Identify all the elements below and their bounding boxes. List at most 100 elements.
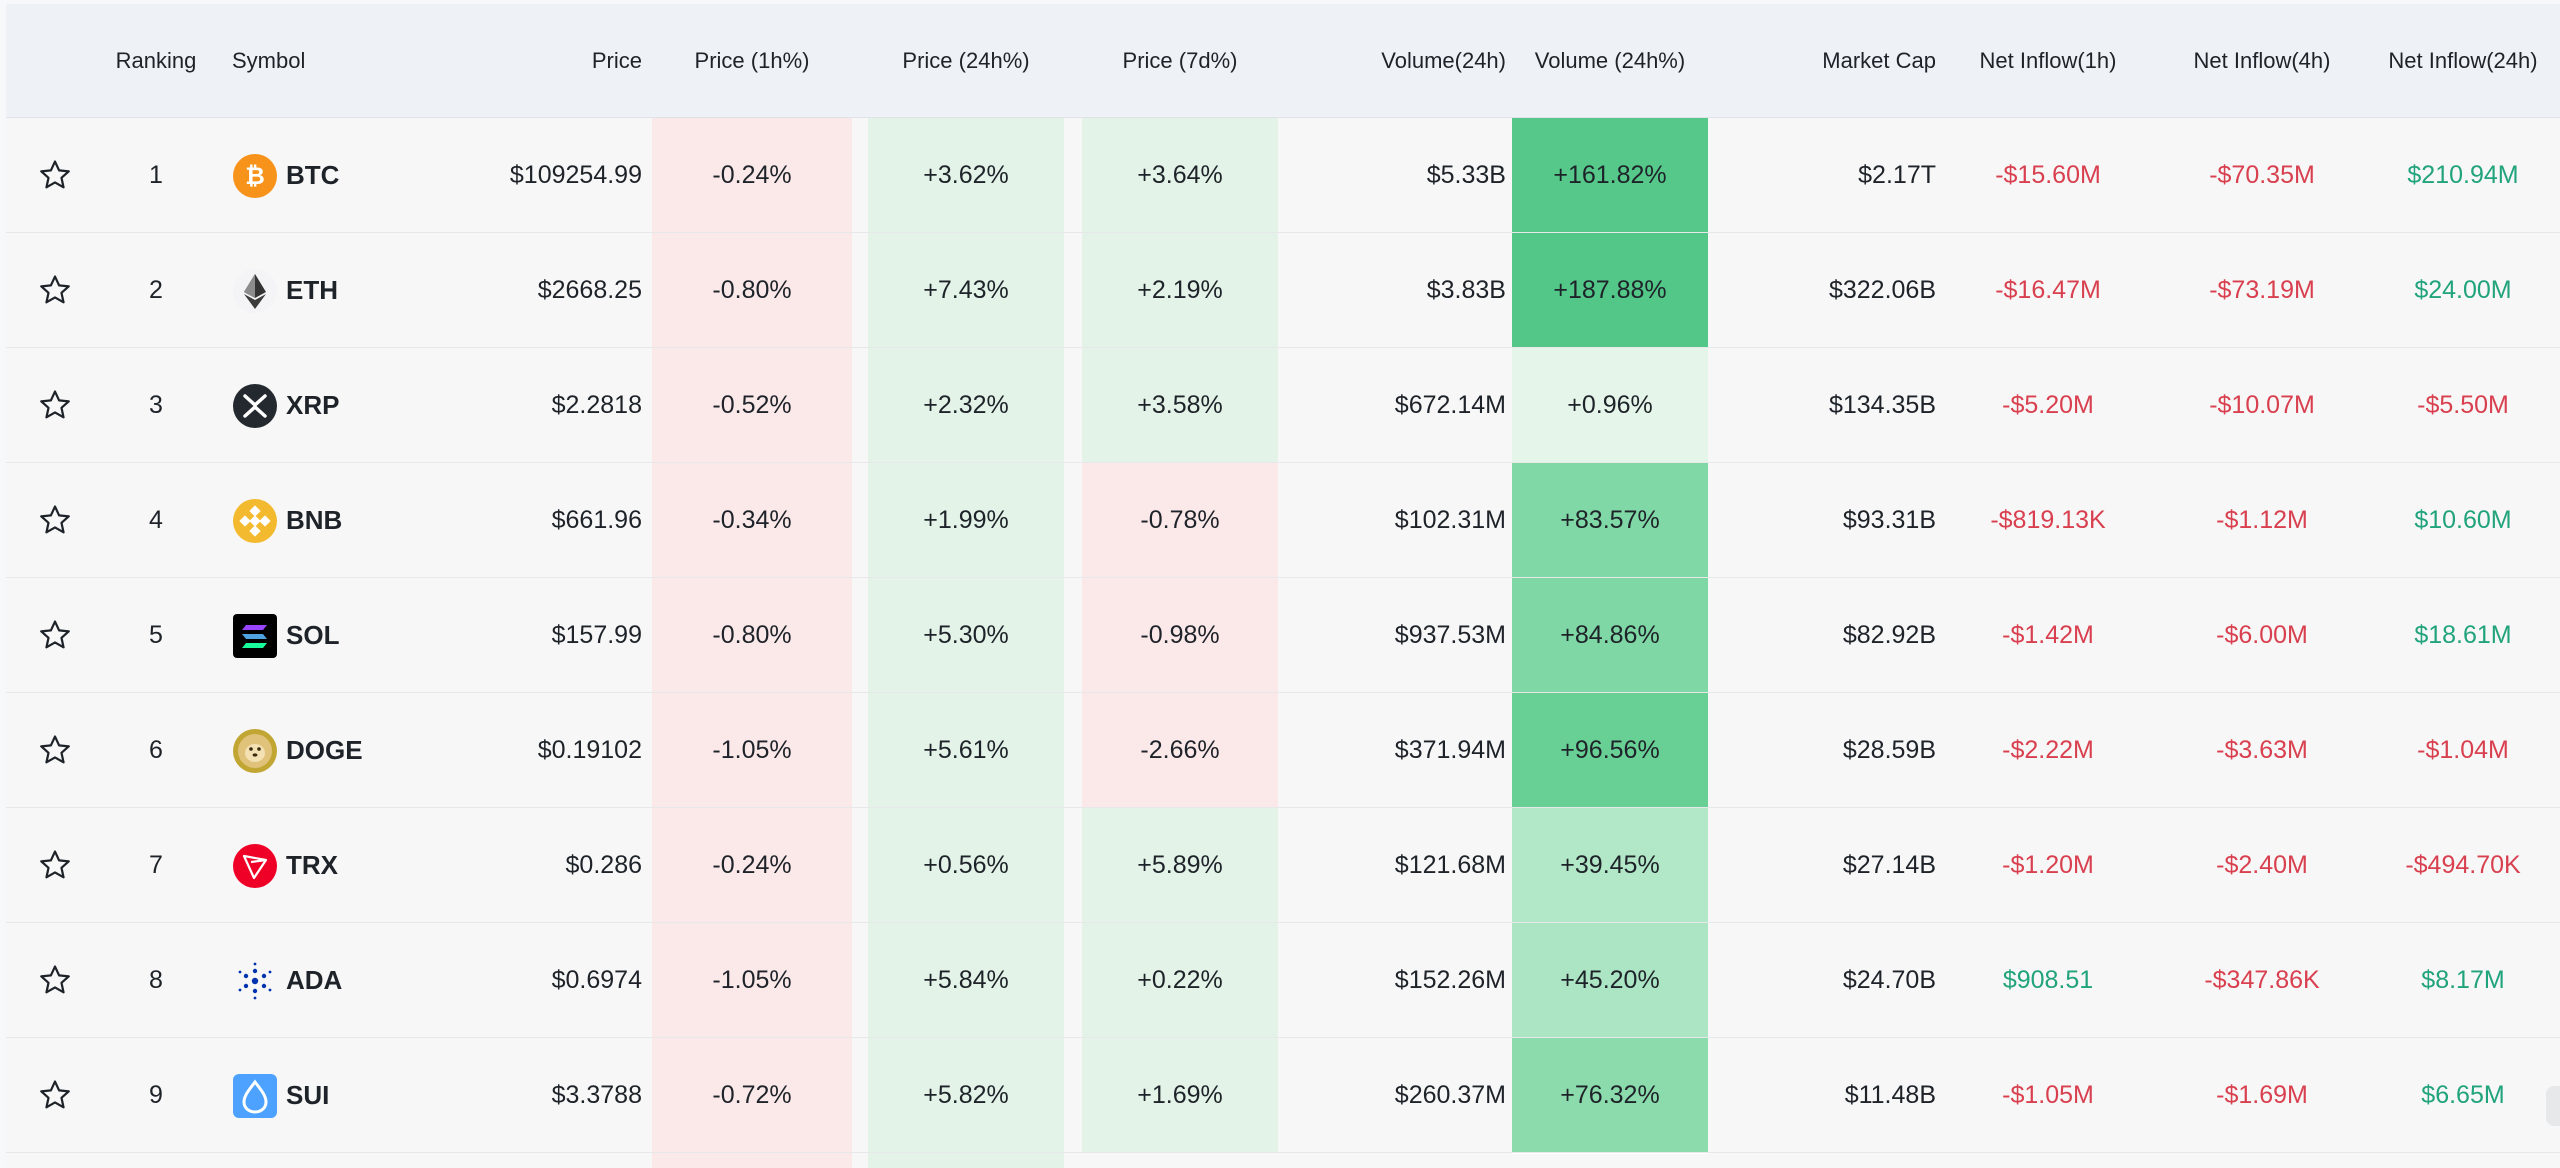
net-inflow-24h: $24.00M [2414, 276, 2512, 304]
volume-24h-change: +0.96% [1567, 391, 1653, 419]
price-1h-change: -0.52% [712, 391, 792, 419]
header-symbol[interactable]: Symbol [232, 48, 306, 73]
net-inflow-4h: -$1.69M [2216, 1081, 2308, 1109]
price-1h-change: -0.80% [712, 621, 792, 649]
volume-pct-cell-bg [1512, 693, 1708, 809]
net-inflow-1h: $908.51 [2002, 966, 2094, 994]
xrp-icon [232, 383, 278, 429]
header-ranking[interactable]: Ranking [115, 48, 197, 73]
volume-24h-change: +96.56% [1560, 736, 1660, 764]
star-icon[interactable] [36, 501, 74, 539]
price-7d-cell-bg [1082, 233, 1278, 348]
volume-24h-change: +39.45% [1560, 851, 1660, 879]
volume-pct-cell-bg [1512, 923, 1708, 1039]
table-row[interactable]: 2 ETH $2668.25 -0.80% +7.43% +2.19% $3.8… [6, 233, 2560, 348]
header-price-7d[interactable]: Price (7d%) [1122, 48, 1238, 73]
bnb-icon [232, 498, 278, 544]
market-cap: $2.17T [1858, 161, 1936, 189]
sui-icon [232, 1073, 278, 1119]
coin-symbol[interactable]: XRP [286, 390, 340, 420]
header-net-inflow-24h[interactable]: Net Inflow(24h) [2388, 48, 2538, 73]
price: $2.2818 [551, 391, 642, 419]
price-1h-change: -0.72% [712, 1081, 792, 1109]
table-row[interactable]: 4 BNB $661.96 -0.34% +1.99% -0.78% $102.… [6, 463, 2560, 578]
volume-24h-change: +83.57% [1560, 506, 1660, 534]
coin-symbol[interactable]: DOGE [286, 735, 363, 765]
coin-symbol[interactable]: SUI [286, 1080, 330, 1110]
price-24h-change: +1.99% [923, 506, 1009, 534]
header-volume-24h-pct[interactable]: Volume (24h%) [1534, 48, 1686, 73]
header-volume-24h[interactable]: Volume(24h) [1381, 48, 1506, 73]
table-row[interactable]: 9 SUI $3.3788 -0.72% +5.82% +1.69% $260.… [6, 1038, 2560, 1153]
coin-symbol[interactable]: ADA [286, 965, 343, 995]
star-icon[interactable] [36, 731, 74, 769]
doge-icon [232, 728, 278, 774]
net-inflow-1h: -$5.20M [2002, 391, 2094, 419]
net-inflow-24h: -$1.04M [2417, 736, 2509, 764]
price-24h-change: +7.43% [923, 276, 1009, 304]
header-price-1h[interactable]: Price (1h%) [694, 48, 810, 73]
volume-24h: $5.33B [1426, 161, 1506, 189]
volume-24h: $260.37M [1394, 1081, 1506, 1109]
net-inflow-24h: $8.17M [2421, 966, 2505, 994]
net-inflow-24h: $210.94M [2407, 161, 2519, 189]
header-price[interactable]: Price [591, 48, 642, 73]
price-1h-column-bg [652, 118, 852, 1168]
rank: 7 [149, 851, 163, 879]
sol-icon [232, 613, 278, 659]
price-24h-change: +5.82% [923, 1081, 1009, 1109]
coin-symbol[interactable]: TRX [286, 850, 338, 880]
scroll-handle[interactable] [2546, 1086, 2560, 1126]
table-row[interactable]: 6 DOGE $0.19102 -1.05% +5.61% -2.66% $37… [6, 693, 2560, 808]
price-7d-change: +5.89% [1137, 851, 1223, 879]
header-net-inflow-1h[interactable]: Net Inflow(1h) [1979, 48, 2117, 73]
volume-24h-change: +84.86% [1560, 621, 1660, 649]
trx-icon [232, 843, 278, 889]
star-icon[interactable] [36, 1076, 74, 1114]
net-inflow-4h: -$73.19M [2209, 276, 2315, 304]
market-cap: $24.70B [1842, 966, 1936, 994]
net-inflow-1h: -$1.05M [2002, 1081, 2094, 1109]
price-7d-change: +0.22% [1137, 966, 1223, 994]
coin-symbol[interactable]: BTC [286, 160, 340, 190]
volume-24h-change: +76.32% [1560, 1081, 1660, 1109]
net-inflow-24h: $6.65M [2421, 1081, 2505, 1109]
table-row[interactable]: 1 ₿ BTC $109254.99 -0.24% +3.62% +3.64% … [6, 118, 2560, 233]
star-icon[interactable] [36, 846, 74, 884]
net-inflow-4h: -$347.86K [2204, 966, 2320, 994]
coin-symbol[interactable]: BNB [286, 505, 343, 535]
header-net-inflow-4h[interactable]: Net Inflow(4h) [2193, 48, 2331, 73]
coin-symbol[interactable]: SOL [286, 620, 340, 650]
table-row[interactable]: 5 SOL $157.99 -0.80% +5.30% -0.98% $937.… [6, 578, 2560, 693]
coin-symbol[interactable]: ETH [286, 275, 338, 305]
rank: 8 [149, 966, 163, 994]
market-cap: $82.92B [1842, 621, 1936, 649]
star-icon[interactable] [36, 271, 74, 309]
net-inflow-1h: -$16.47M [1995, 276, 2101, 304]
header-market-cap[interactable]: Market Cap [1822, 48, 1936, 73]
net-inflow-4h: -$3.63M [2216, 736, 2308, 764]
market-cap: $93.31B [1842, 506, 1936, 534]
price-7d-change: +1.69% [1137, 1081, 1223, 1109]
table-row[interactable]: 7 TRX $0.286 -0.24% +0.56% +5.89% $121.6… [6, 808, 2560, 923]
star-icon[interactable] [36, 156, 74, 194]
table-row[interactable]: 3 XRP $2.2818 -0.52% +2.32% +3.58% $672.… [6, 348, 2560, 463]
price-7d-change: -0.78% [1140, 506, 1220, 534]
volume-pct-cell-bg [1512, 1038, 1708, 1154]
table-row[interactable]: 8 ADA $0.6974 -1.05% +5.84% +0.22% $152.… [6, 923, 2560, 1038]
star-icon[interactable] [36, 616, 74, 654]
star-icon[interactable] [36, 386, 74, 424]
crypto-table: Ranking Symbol Price Price (1h%) Price (… [6, 4, 2560, 1168]
header-price-24h[interactable]: Price (24h%) [902, 48, 1030, 73]
net-inflow-24h: $10.60M [2414, 506, 2512, 534]
volume-24h: $937.53M [1394, 621, 1506, 649]
net-inflow-1h: -$1.42M [2002, 621, 2094, 649]
price: $0.6974 [551, 966, 642, 994]
net-inflow-1h: -$15.60M [1995, 161, 2101, 189]
price-7d-cell-bg [1082, 693, 1278, 808]
volume-24h: $121.68M [1394, 851, 1506, 879]
price: $0.286 [565, 851, 642, 879]
star-icon[interactable] [36, 961, 74, 999]
net-inflow-4h: -$2.40M [2216, 851, 2308, 879]
market-cap: $11.48B [1844, 1081, 1936, 1109]
